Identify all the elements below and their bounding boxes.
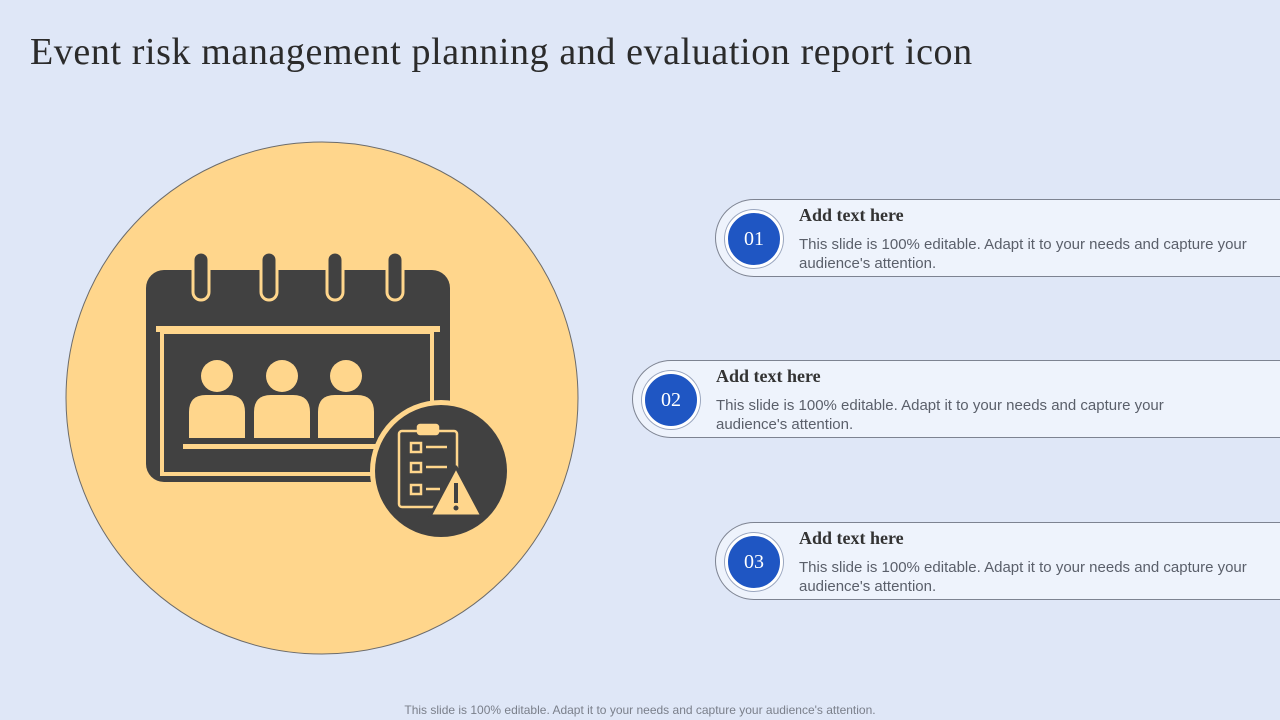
item-description: This slide is 100% editable. Adapt it to… xyxy=(799,236,1247,272)
step-number-badge: 03 xyxy=(725,533,783,591)
list-item: 03 Add text here This slide is 100% edit… xyxy=(715,522,1280,600)
audience-people-icon xyxy=(183,360,383,449)
page-title: Event risk management planning and evalu… xyxy=(30,31,973,73)
risk-report-badge xyxy=(370,400,512,542)
list-item: 02 Add text here This slide is 100% edit… xyxy=(632,360,1280,438)
item-heading: Add text here xyxy=(799,528,904,548)
list-item: 01 Add text here This slide is 100% edit… xyxy=(715,199,1280,277)
item-heading: Add text here xyxy=(716,366,821,386)
item-heading: Add text here xyxy=(799,205,904,225)
item-description: This slide is 100% editable. Adapt it to… xyxy=(716,397,1164,433)
step-number-badge: 01 xyxy=(725,210,783,268)
step-number-badge: 02 xyxy=(642,371,700,429)
item-description: This slide is 100% editable. Adapt it to… xyxy=(799,559,1247,595)
warning-triangle-icon xyxy=(428,465,484,518)
footer-note: This slide is 100% editable. Adapt it to… xyxy=(404,703,876,717)
